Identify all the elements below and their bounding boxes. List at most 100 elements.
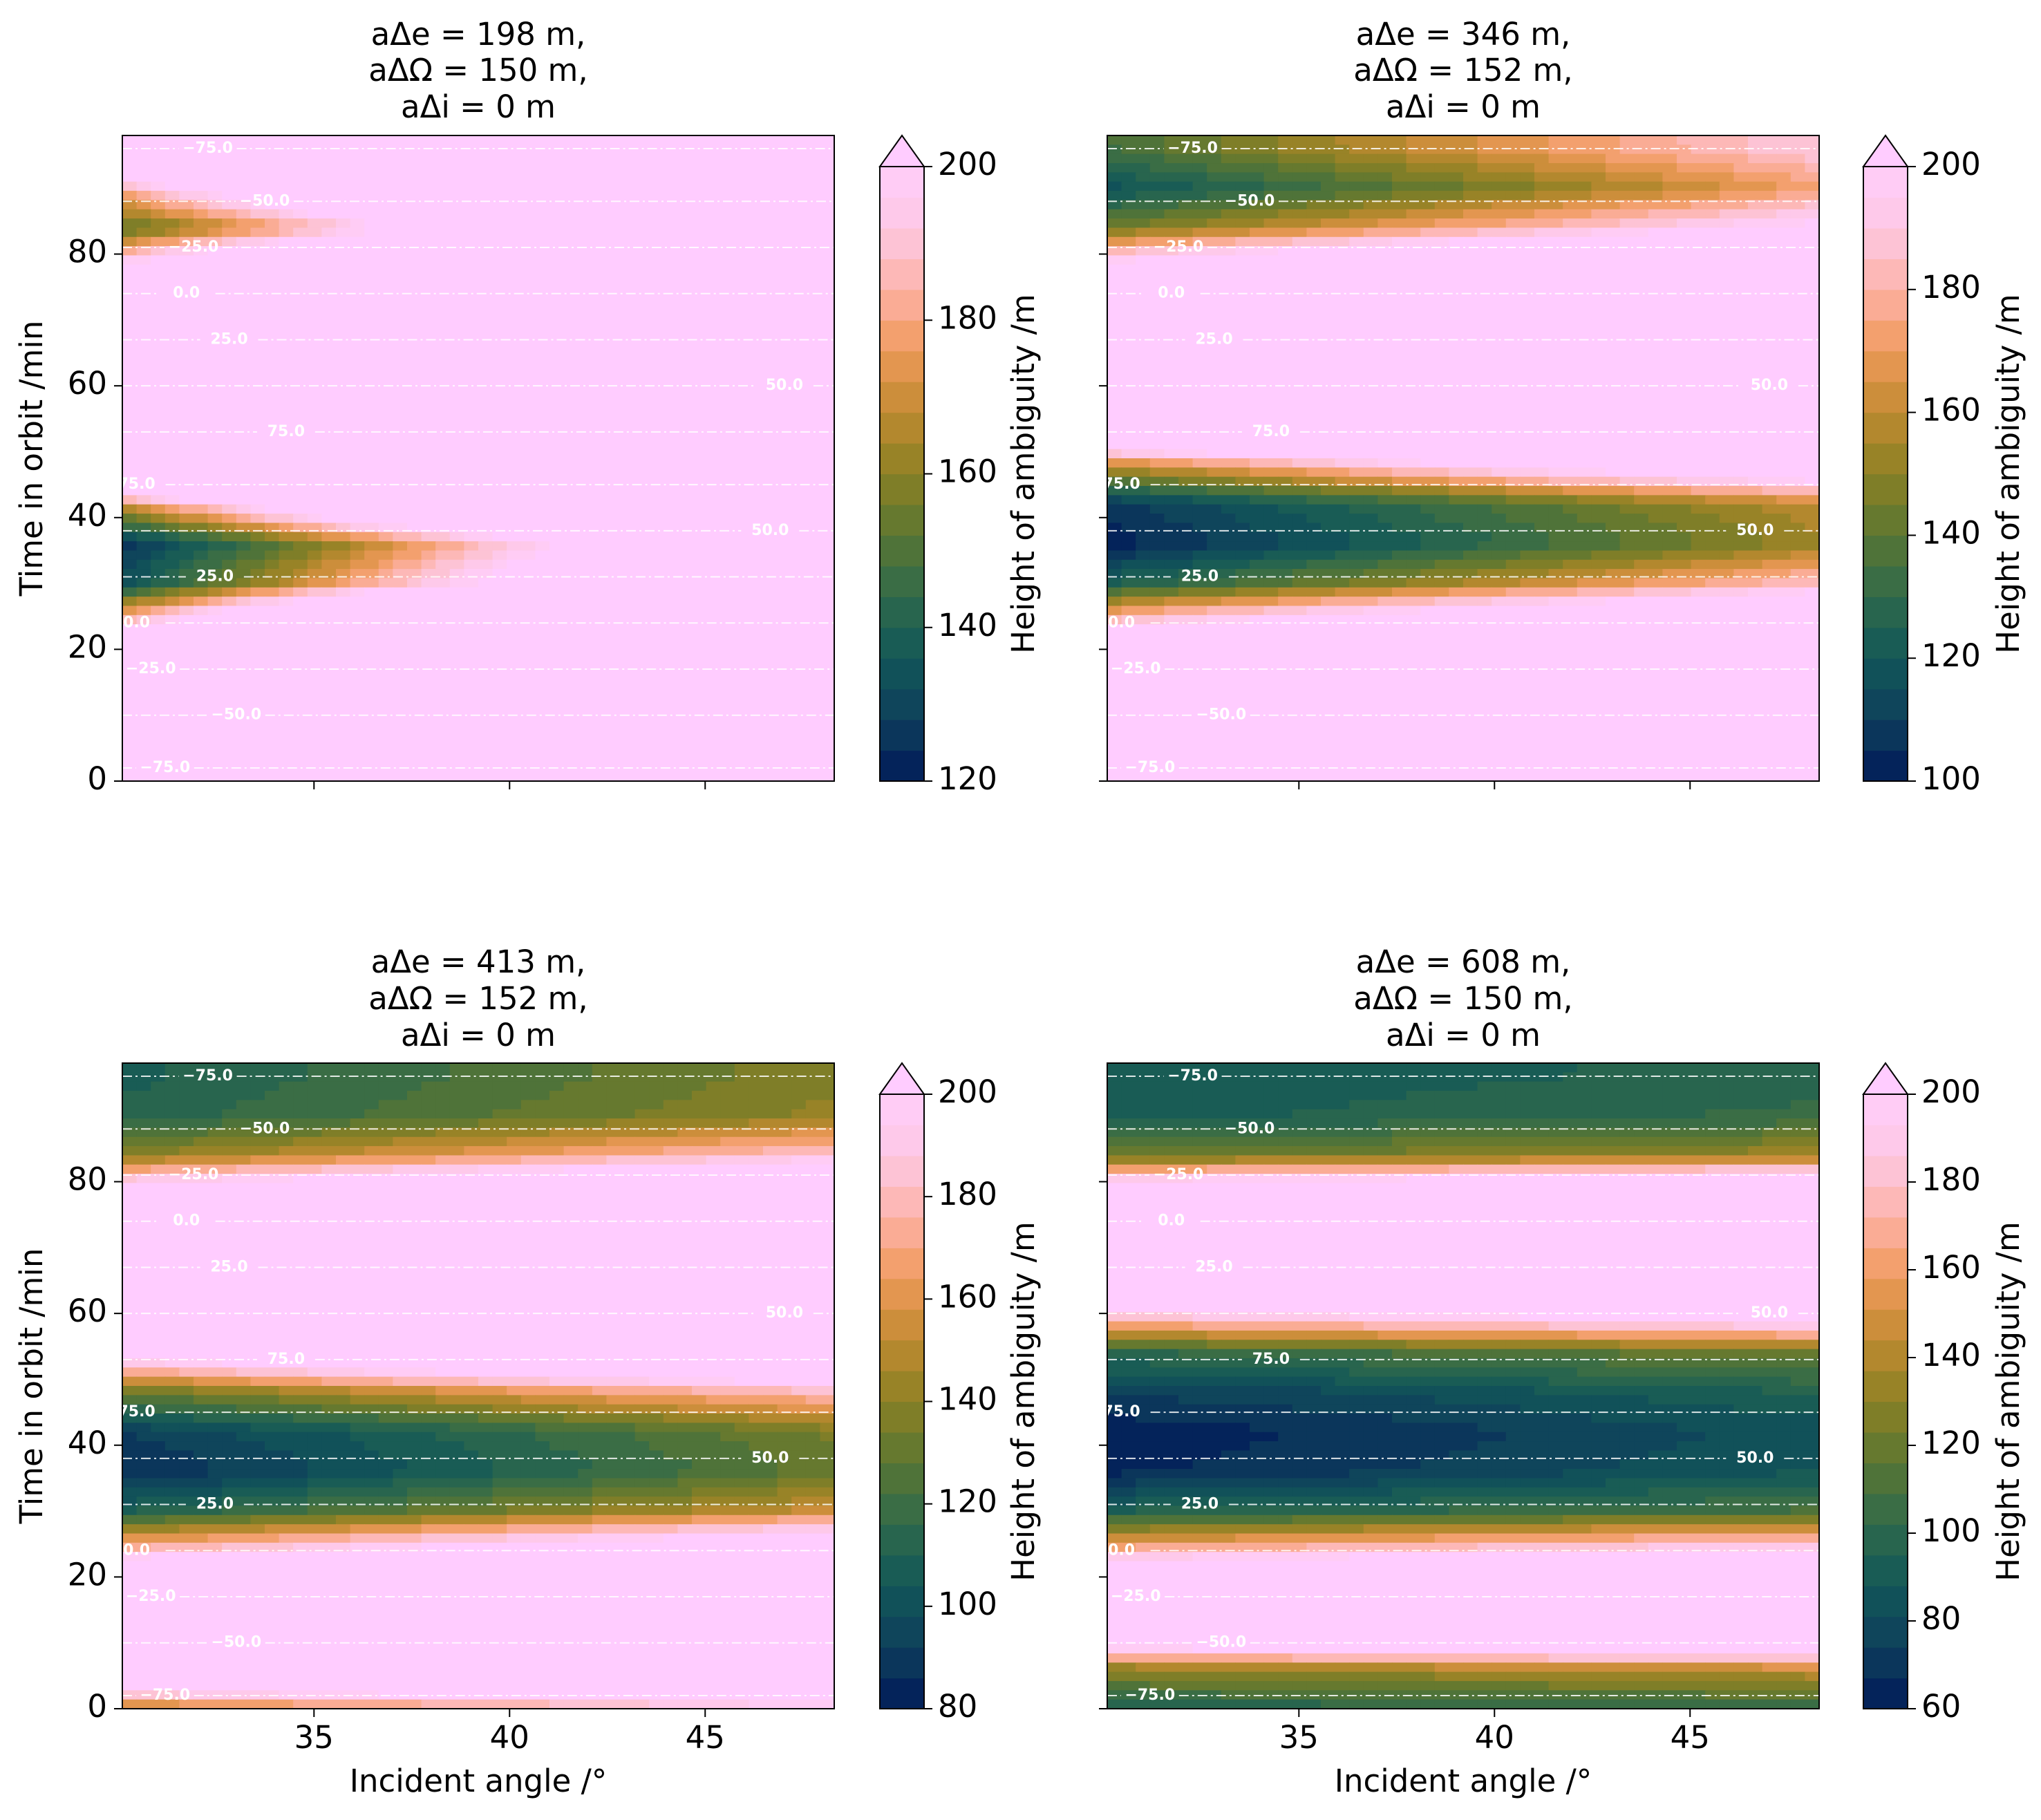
contour-cell (677, 698, 692, 708)
contour-cell (236, 283, 251, 292)
contour-cell (564, 182, 579, 191)
contour-cell (1250, 209, 1264, 219)
contour-cell (621, 588, 635, 597)
contour-cell (1791, 163, 1805, 173)
contour-cell (393, 412, 407, 422)
contour-cell (293, 717, 308, 726)
contour-cell (478, 458, 493, 468)
contour-cell (1335, 375, 1350, 385)
contour-cell (706, 495, 721, 505)
contour-cell (664, 144, 678, 154)
contour-cell (521, 726, 536, 735)
contour-cell (1634, 144, 1648, 154)
contour-cell (535, 412, 549, 422)
contour-cell (308, 375, 322, 385)
contour-cell (735, 588, 749, 597)
contour-cell (621, 163, 635, 173)
contour-cell (692, 274, 706, 283)
contour-cell (293, 698, 308, 708)
contour-cell (1733, 329, 1748, 339)
contour-cell (422, 154, 436, 164)
contour-cell (279, 357, 294, 366)
contour-cell (1292, 209, 1307, 219)
contour-cell (1606, 274, 1620, 283)
contour-cell (450, 541, 464, 551)
contour-cell (606, 670, 621, 680)
contour-cell (236, 634, 251, 644)
contour-cell (1520, 348, 1534, 357)
contour-cell (350, 467, 365, 477)
contour-cell (407, 735, 422, 744)
contour-cell (293, 670, 308, 680)
contour-cell (763, 227, 778, 237)
contour-cell (1150, 357, 1165, 366)
contour-cell (1107, 274, 1122, 283)
contour-cell (649, 182, 664, 191)
contour-cell (1264, 135, 1279, 145)
contour-cell (364, 606, 379, 615)
contour-cell (350, 698, 365, 708)
contour-cell (208, 467, 223, 477)
contour-cell (450, 182, 464, 191)
contour-cell (364, 283, 379, 292)
contour-cell (791, 560, 806, 570)
contour-cell (478, 144, 493, 154)
contour-cell (1136, 172, 1150, 182)
contour-cell (236, 172, 251, 182)
contour-cell (521, 412, 536, 422)
contour-cell (677, 679, 692, 689)
contour-cell (293, 634, 308, 644)
contour-cell (1620, 301, 1635, 311)
contour-cell (1178, 320, 1193, 330)
contour-cell (1776, 255, 1791, 265)
contour-cell (208, 679, 223, 689)
contour-cell (321, 191, 336, 200)
contour-cell (493, 422, 507, 431)
contour-cell (791, 283, 806, 292)
contour-cell (379, 255, 393, 265)
contour-cell (692, 154, 706, 164)
contour-cell (493, 172, 507, 182)
contour-cell (122, 422, 137, 431)
contour-cell (692, 458, 706, 468)
contour-cell (1662, 255, 1677, 265)
contour-cell (1520, 135, 1534, 145)
contour-cell (606, 403, 621, 413)
contour-cell (194, 597, 208, 606)
contour-cell (706, 218, 721, 228)
contour-cell (649, 274, 664, 283)
contour-cell (336, 744, 350, 754)
contour-cell (321, 624, 336, 634)
contour-cell (407, 550, 422, 560)
contour-cell (720, 265, 735, 274)
contour-cell (749, 550, 763, 560)
contour-cell (250, 726, 265, 735)
contour-cell (1677, 274, 1691, 283)
contour-cell (720, 679, 735, 689)
contour-cell (564, 237, 579, 247)
contour-cell (535, 182, 549, 191)
contour-cell (236, 265, 251, 274)
contour-cell (706, 634, 721, 644)
contour-cell (393, 357, 407, 366)
contour-cell (1748, 144, 1762, 154)
contour-cell (677, 182, 692, 191)
contour-cell (621, 237, 635, 247)
contour-cell (635, 726, 650, 735)
contour-cell (179, 209, 194, 219)
contour-cell (1606, 182, 1620, 191)
contour-cell (535, 606, 549, 615)
contour-cell (493, 412, 507, 422)
contour-cell (692, 163, 706, 173)
contour-cell (350, 597, 365, 606)
contour-cell (1762, 163, 1777, 173)
contour-cell (778, 578, 792, 588)
contour-cell (1563, 301, 1577, 311)
contour-cell (692, 375, 706, 385)
contour-cell (1321, 227, 1335, 237)
contour-cell (564, 689, 579, 699)
contour-cell (122, 209, 137, 219)
contour-cell (778, 329, 792, 339)
contour-cell (478, 154, 493, 164)
contour-cell (1563, 182, 1577, 191)
